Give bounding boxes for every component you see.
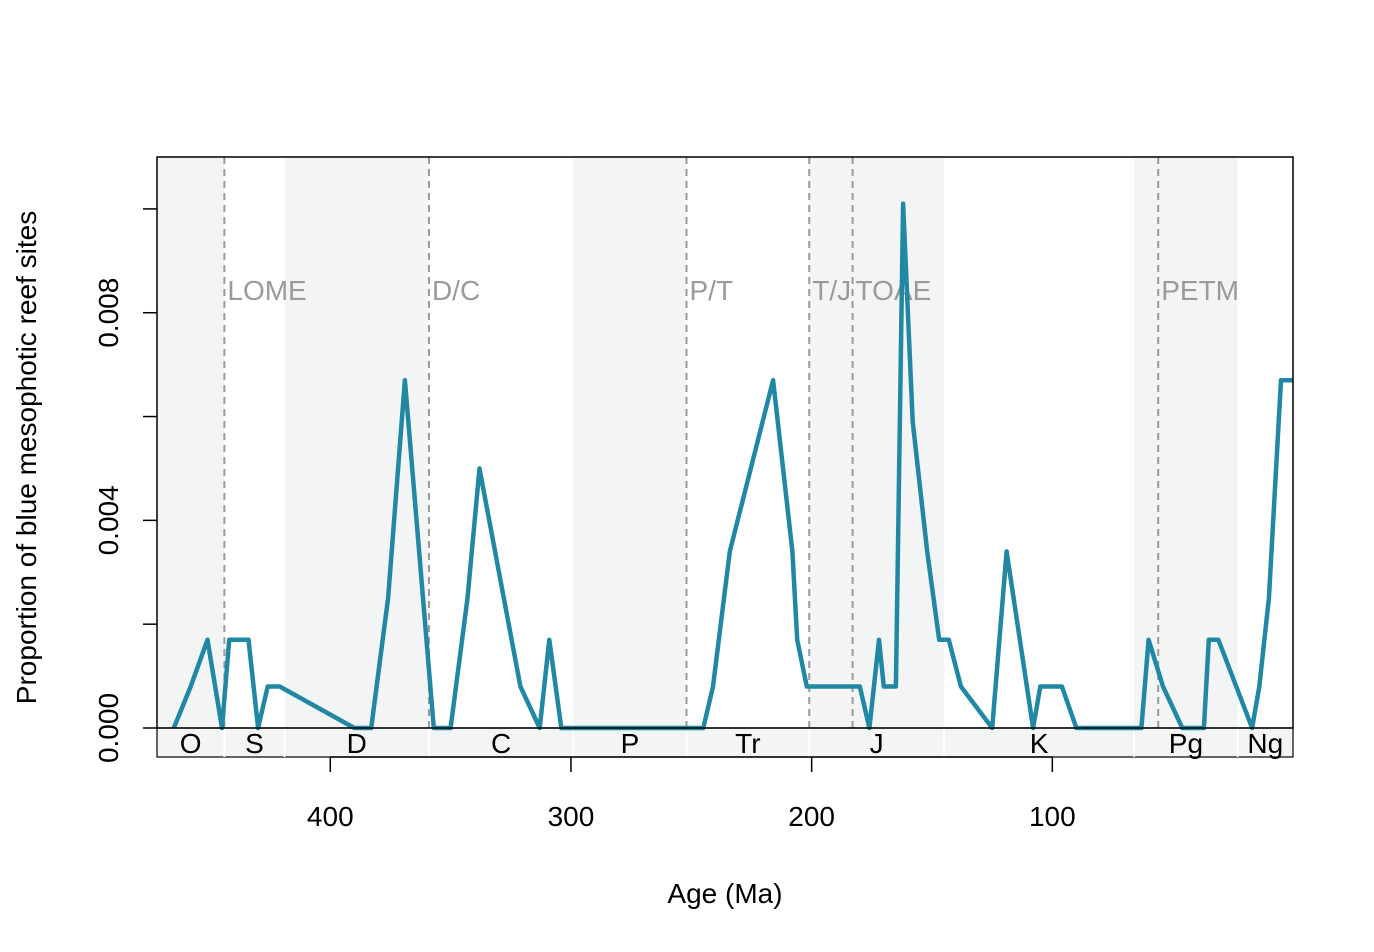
y-tick-label: 0.000: [93, 693, 124, 763]
event-label-t-j: T/J: [812, 275, 851, 306]
shaded-interval-4: [1134, 157, 1238, 728]
event-label-d-c: D/C: [432, 275, 480, 306]
y-tick-label: 0.004: [93, 485, 124, 555]
period-label-j: J: [870, 728, 884, 759]
period-strip: O S D C P Tr J K Pg Ng: [156, 727, 1294, 759]
extinction-events: LOME D/C P/T T/J TOAE PETM: [223, 157, 1239, 728]
event-label-petm: PETM: [1161, 275, 1239, 306]
event-label-toae: TOAE: [856, 275, 932, 306]
period-label-o: O: [180, 728, 202, 759]
x-tick-label: 300: [548, 801, 595, 832]
y-axis: 0.000 0.004 0.008: [93, 208, 157, 763]
y-tick-label: 0.008: [93, 278, 124, 348]
x-tick-label: 200: [788, 801, 835, 832]
period-label-ng: Ng: [1247, 728, 1283, 759]
x-tick-label: 400: [307, 801, 354, 832]
y-axis-title: Proportion of blue mesophotic reef sites: [11, 211, 42, 704]
x-axis: 400 300 200 100: [307, 756, 1076, 832]
shaded-interval-1: [284, 157, 429, 728]
period-label-s: S: [245, 728, 264, 759]
shaded-interval-2: [573, 157, 687, 728]
period-label-tr: Tr: [735, 728, 760, 759]
x-tick-label: 100: [1029, 801, 1076, 832]
period-label-c: C: [491, 728, 511, 759]
period-label-pg: Pg: [1169, 728, 1203, 759]
shaded-interval-3: [809, 157, 945, 728]
period-label-k: K: [1030, 728, 1049, 759]
event-label-lome: LOME: [227, 275, 306, 306]
period-label-d: D: [347, 728, 367, 759]
period-strip-background: [156, 727, 1294, 758]
x-axis-title: Age (Ma): [667, 878, 782, 909]
shaded-interval-0: [157, 157, 225, 728]
plot-frame: [156, 156, 1294, 729]
event-label-p-t: P/T: [689, 275, 733, 306]
shaded-intervals: [157, 157, 1238, 728]
period-label-p: P: [621, 728, 640, 759]
